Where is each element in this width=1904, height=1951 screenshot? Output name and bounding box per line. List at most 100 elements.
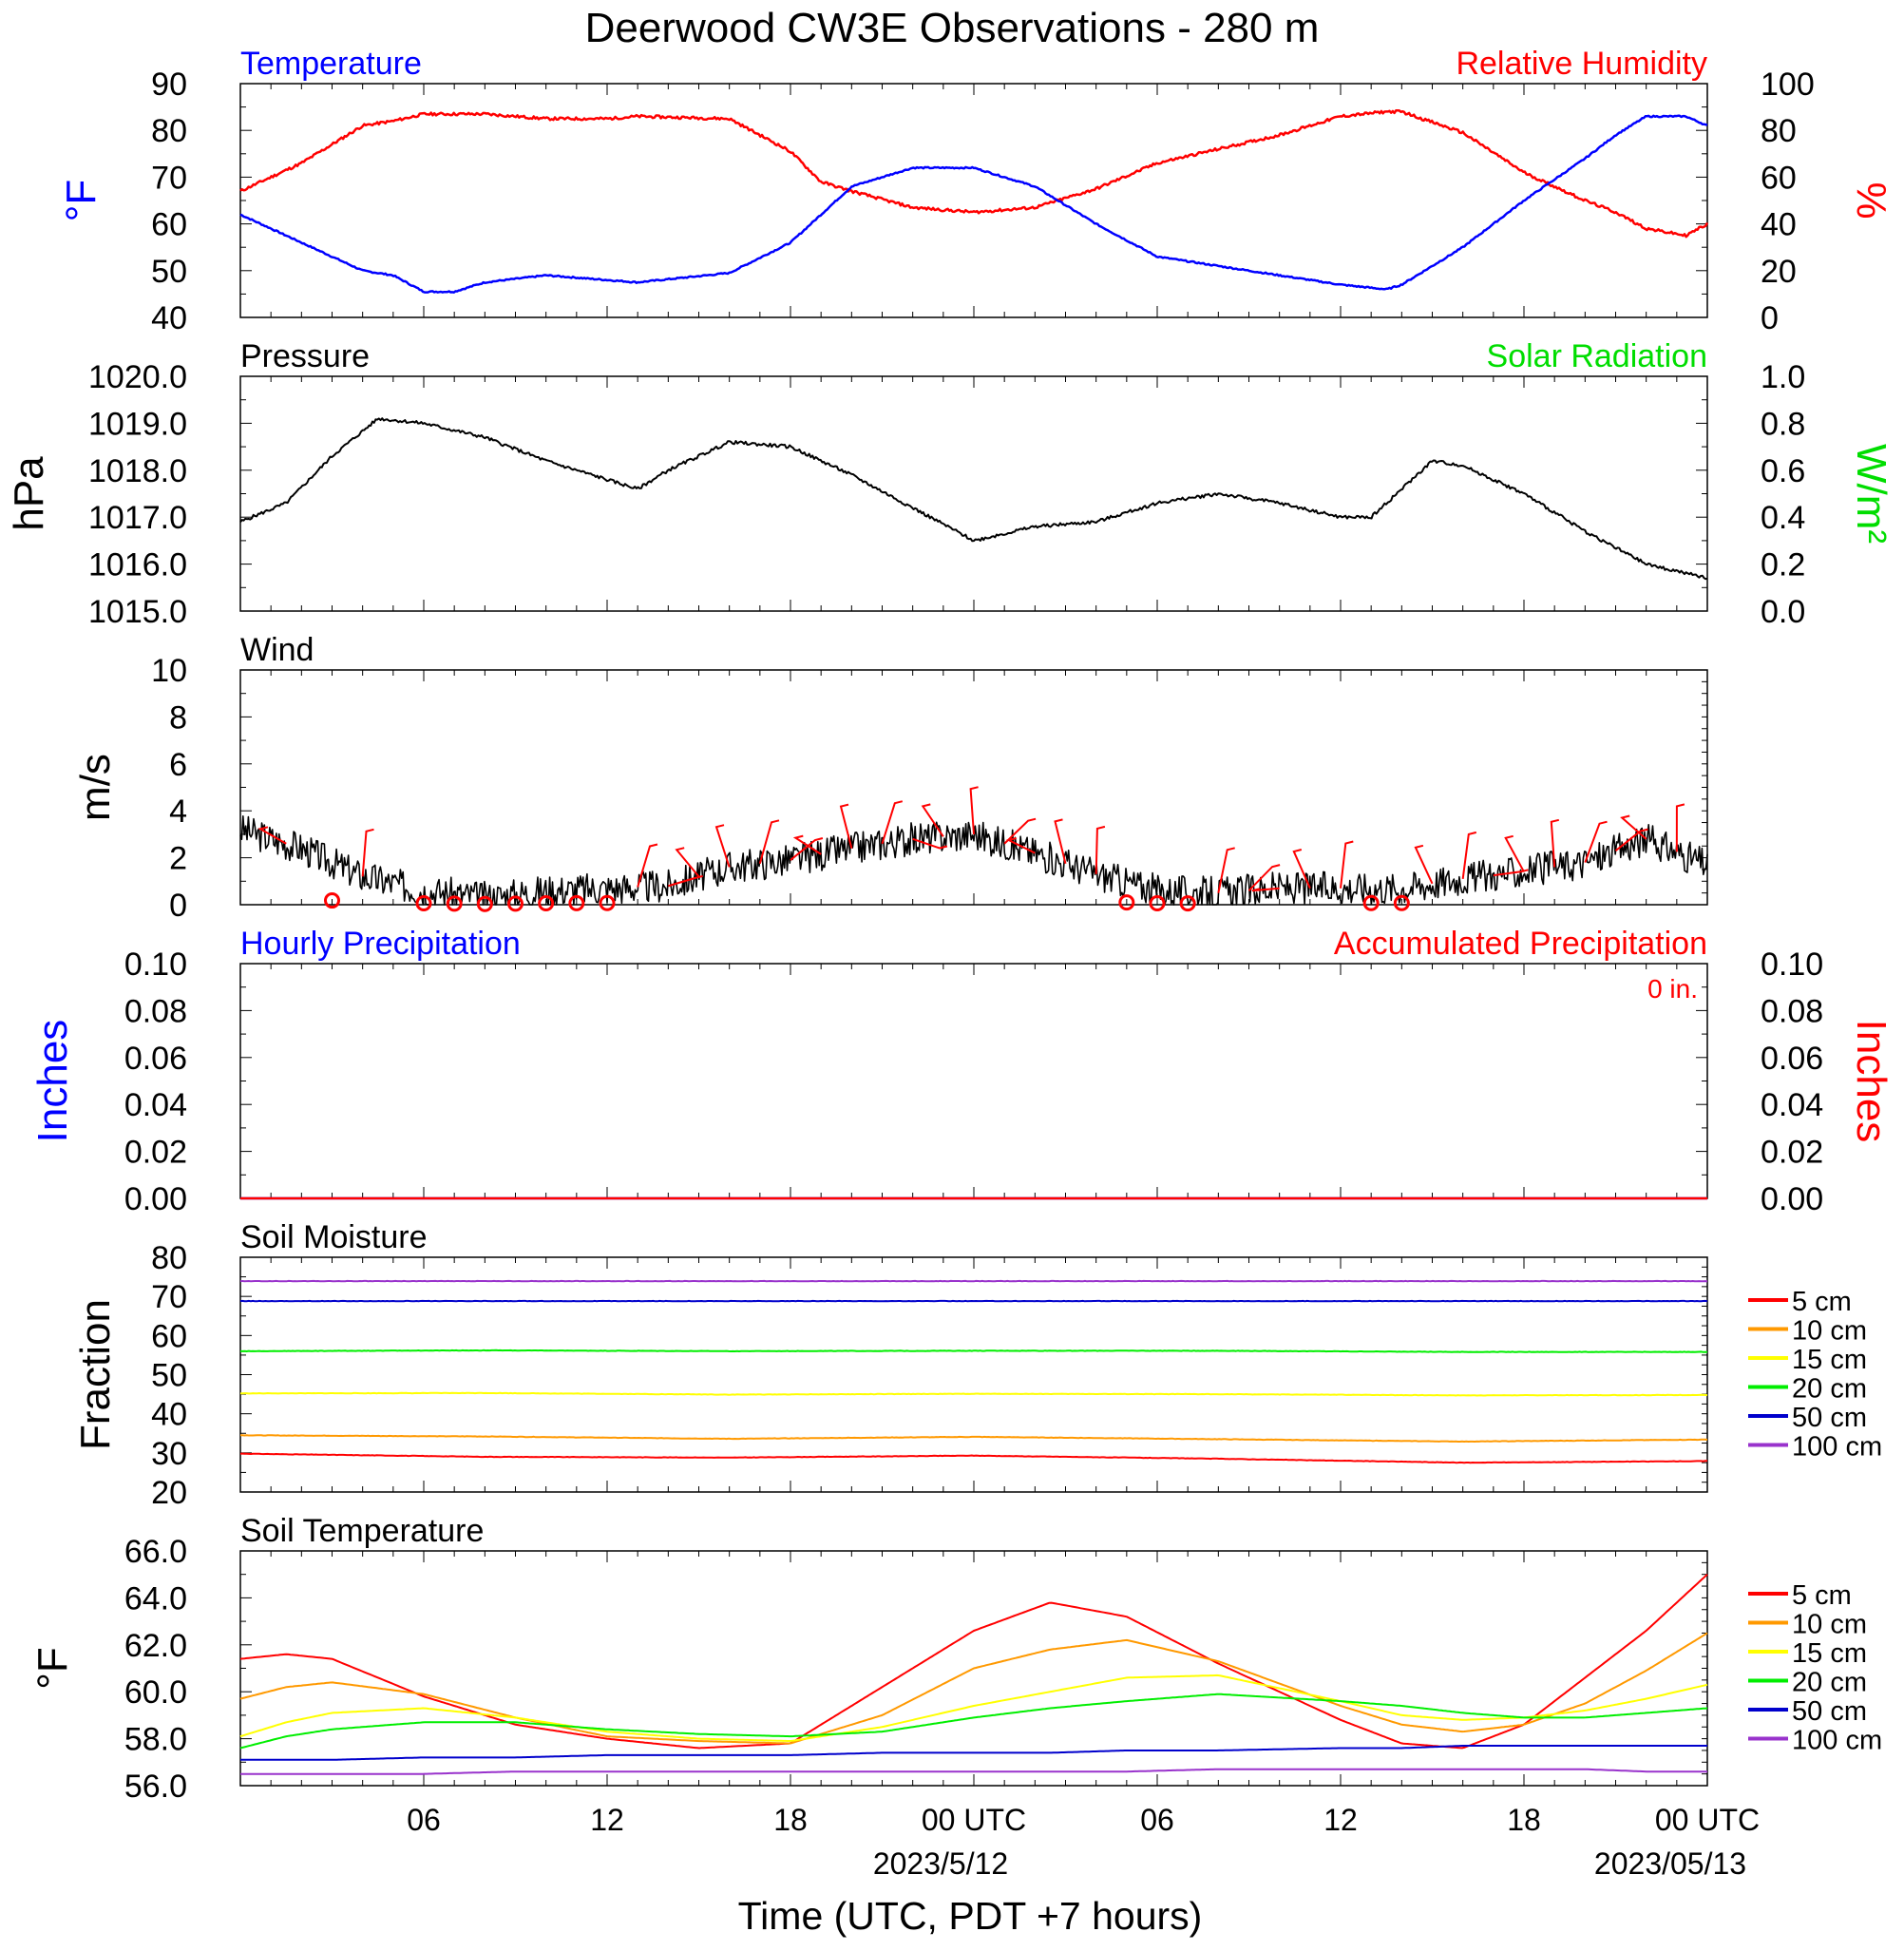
- y-label-left: Inches: [29, 1020, 76, 1143]
- panel-title-right: Solar Radiation: [1487, 338, 1707, 374]
- legend-label: 15 cm: [1792, 1638, 1867, 1669]
- wind-barb: [1005, 837, 1036, 854]
- left-y-tick-label: 40: [151, 300, 187, 336]
- wind-barb: [1095, 825, 1106, 874]
- left-y-tick-label: 0: [169, 888, 187, 924]
- series-20-cm: [239, 1348, 1708, 1353]
- left-y-tick-label: 70: [151, 1279, 187, 1315]
- panel-title-left: Soil Temperature: [240, 1513, 484, 1549]
- panel-title-right: Accumulated Precipitation: [1334, 926, 1707, 962]
- wind-barb-calm: [324, 892, 340, 909]
- right-y-tick-label: 0.0: [1761, 594, 1805, 630]
- left-y-tick-label: 80: [151, 113, 187, 149]
- panel-soil-temperature: 66.0 64.0 62.0 60.0 58.0 56.0 Soil Temperature…: [29, 1513, 1882, 1805]
- right-y-tick-label: 80: [1761, 113, 1797, 149]
- left-y-tick-label: 30: [151, 1436, 187, 1472]
- legend-label: 20 cm: [1792, 1374, 1867, 1405]
- left-y-tick-label: 50: [151, 1358, 187, 1394]
- y-label-right: W/m²: [1848, 444, 1894, 544]
- y-label-right: %: [1848, 182, 1894, 219]
- wind-barb-calm: [1393, 894, 1410, 911]
- left-y-tick-label: 90: [151, 67, 187, 103]
- wind-barb-calm: [446, 895, 463, 912]
- wind-barb-calm: [1149, 895, 1166, 912]
- legend-label: 15 cm: [1792, 1345, 1867, 1375]
- left-y-tick-label: 1019.0: [88, 406, 187, 442]
- panel-title-left: Pressure: [240, 338, 370, 374]
- series-5-cm: [239, 1452, 1707, 1464]
- accumulated-total: 0 in.: [1647, 974, 1698, 1004]
- x-tick-label: 06: [1140, 1803, 1174, 1837]
- panel-temperature-humidity: 90 80 70 60 50 40 100 80 60 40 20 0 Temperature Relat…: [58, 46, 1894, 336]
- wind-barb: [675, 847, 700, 877]
- series-10-cm: [239, 1632, 1708, 1745]
- left-y-tick-label: 56.0: [124, 1769, 187, 1805]
- wind-barb: [361, 828, 374, 877]
- right-y-tick-label: 0.4: [1761, 500, 1805, 536]
- series-temperature: [239, 114, 1708, 294]
- legend-label: 5 cm: [1792, 1580, 1852, 1611]
- wind-barb: [969, 786, 979, 834]
- x-date-label-2: 2023/05/13: [1594, 1846, 1746, 1881]
- wind-barb: [1247, 864, 1281, 891]
- panel-title-left: Hourly Precipitation: [240, 926, 521, 962]
- y-label-left: m/s: [72, 754, 119, 821]
- left-y-tick-label: 4: [169, 794, 187, 830]
- wind-barb: [1493, 869, 1529, 877]
- left-y-tick-label: 50: [151, 254, 187, 290]
- panel-title-left: Wind: [240, 632, 314, 668]
- wind-barb-calm: [538, 895, 555, 912]
- wind-barb-calm: [1118, 894, 1135, 911]
- series-20-cm: [239, 1693, 1708, 1750]
- x-tick-label: 00 UTC: [1655, 1803, 1760, 1837]
- wind-barb: [1340, 840, 1354, 889]
- right-y-tick-label: 0.6: [1761, 453, 1805, 489]
- panel-title-right: Relative Humidity: [1456, 46, 1707, 82]
- left-y-tick-label: 40: [151, 1397, 187, 1433]
- left-y-tick-label: 2: [169, 841, 187, 877]
- left-y-tick-label: 80: [151, 1240, 187, 1276]
- series-15-cm: [239, 1391, 1708, 1397]
- right-y-tick-label: 0: [1761, 300, 1779, 336]
- series-15-cm: [239, 1674, 1708, 1742]
- wind-barb: [839, 803, 853, 849]
- legend-label: 50 cm: [1792, 1696, 1867, 1727]
- wind-barb: [912, 837, 948, 850]
- right-y-tick-label: 100: [1761, 67, 1815, 103]
- wind-barb-calm: [599, 894, 616, 911]
- wind-barb: [1614, 828, 1648, 851]
- x-axis: 06 12 18 00 UTC 06 12 18 00 UTC 2023/5/12 2023/…: [407, 1803, 1760, 1938]
- right-y-tick-label: 0.08: [1761, 993, 1823, 1029]
- wind-barb: [257, 826, 287, 845]
- plot-frame: [239, 83, 1708, 318]
- wind-barb: [1550, 818, 1560, 868]
- x-date-label-1: 2023/5/12: [873, 1846, 1008, 1881]
- wind-barb: [714, 824, 731, 868]
- left-y-tick-label: 0.02: [124, 1135, 187, 1171]
- wind-barb: [1054, 818, 1067, 865]
- wind-barb: [881, 800, 904, 845]
- wind-barb: [1217, 847, 1235, 893]
- legend-label: 5 cm: [1792, 1287, 1852, 1317]
- left-y-tick-label: 6: [169, 747, 187, 783]
- right-y-tick-label: 0.10: [1761, 947, 1823, 983]
- right-y-tick-label: 20: [1761, 254, 1797, 290]
- left-y-tick-label: 10: [151, 653, 187, 689]
- left-y-tick-label: 62.0: [124, 1628, 187, 1664]
- wind-barb: [792, 834, 822, 855]
- legend-label: 10 cm: [1792, 1316, 1867, 1347]
- x-tick-label: 06: [407, 1803, 441, 1837]
- left-y-tick-label: 0.04: [124, 1087, 187, 1123]
- wind-barb: [1620, 814, 1647, 840]
- wind-barb-calm: [568, 894, 585, 911]
- series-50-cm: [240, 1745, 1707, 1761]
- left-y-tick-label: 0.08: [124, 993, 187, 1029]
- legend-label: 10 cm: [1792, 1610, 1867, 1640]
- wind-barb-calm: [507, 895, 524, 912]
- left-y-tick-label: 1016.0: [88, 547, 187, 583]
- right-y-tick-label: 60: [1761, 160, 1797, 196]
- series-wind: [239, 815, 1708, 906]
- left-y-tick-label: 66.0: [124, 1534, 187, 1570]
